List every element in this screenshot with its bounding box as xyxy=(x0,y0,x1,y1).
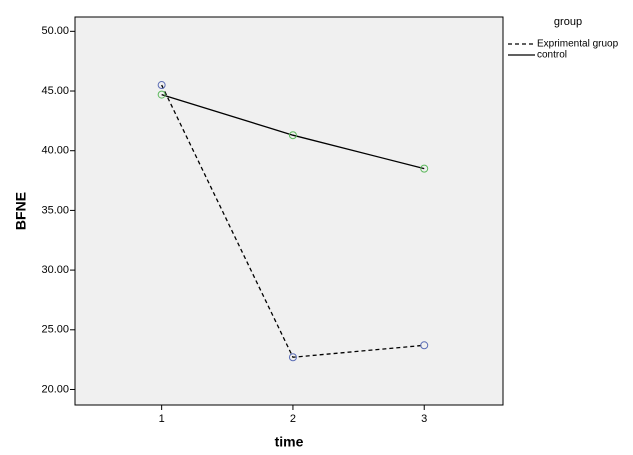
y-tick-label: 30.00 xyxy=(41,264,69,276)
x-axis-title: time xyxy=(275,434,304,450)
legend-title: group xyxy=(554,16,582,28)
y-tick-label: 20.00 xyxy=(41,383,69,395)
data-point xyxy=(157,90,166,99)
x-tick-label: 3 xyxy=(421,413,427,425)
y-tick-label: 40.00 xyxy=(41,145,69,157)
y-tick-label: 25.00 xyxy=(41,324,69,336)
y-axis-title: BFNE xyxy=(13,192,29,230)
plot-area xyxy=(74,16,504,406)
x-tick-label: 2 xyxy=(290,413,296,425)
data-point xyxy=(420,341,429,350)
series-line xyxy=(161,84,425,358)
y-tick-label: 35.00 xyxy=(41,204,69,216)
series-line xyxy=(161,93,425,170)
x-tick-label: 1 xyxy=(159,413,165,425)
legend-label: control xyxy=(537,50,567,61)
legend-label: Exprimental gruop xyxy=(537,39,619,50)
y-tick-label: 45.00 xyxy=(41,85,69,97)
data-point xyxy=(288,353,297,362)
data-point xyxy=(288,131,297,140)
data-point xyxy=(157,81,166,90)
data-point xyxy=(420,164,429,173)
y-tick-label: 50.00 xyxy=(41,25,69,37)
